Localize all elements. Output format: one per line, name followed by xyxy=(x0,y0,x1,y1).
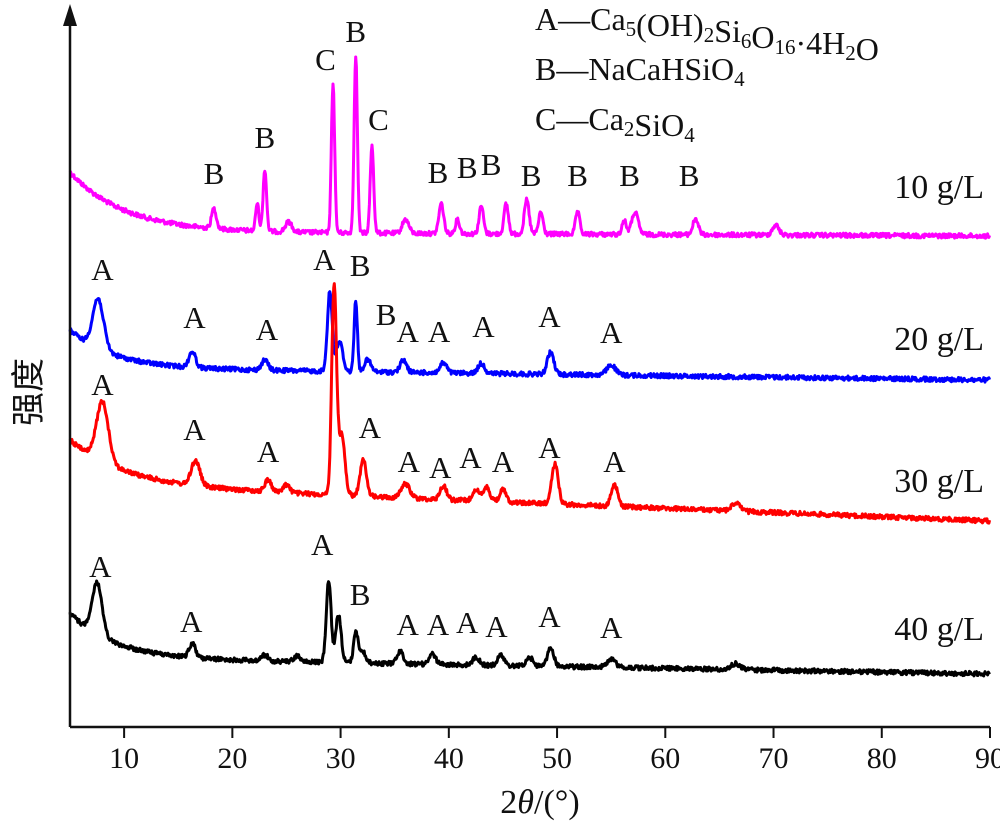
x-tick-label: 60 xyxy=(650,742,680,775)
series-labels: 10 g/L 20 g/L 30 g/L 40 g/L xyxy=(894,169,984,648)
series-line xyxy=(68,579,991,678)
peak-label: A xyxy=(89,549,112,584)
peak-label: A xyxy=(396,314,419,349)
peak-label: A xyxy=(472,309,495,344)
x-tick-label: 10 xyxy=(109,742,139,775)
peak-label: A xyxy=(538,430,561,465)
series-label: 20 g/L xyxy=(894,321,984,358)
series-line xyxy=(68,55,992,240)
peak-label: A xyxy=(456,605,479,640)
peak-label: A xyxy=(91,252,114,287)
peak-label: C xyxy=(368,102,389,137)
series-label: 10 g/L xyxy=(894,169,984,206)
peak-label: A xyxy=(538,299,561,334)
peak-label: C xyxy=(315,42,336,77)
peak-label: A xyxy=(538,599,561,634)
x-tick-label: 90 xyxy=(975,742,1000,775)
series-line xyxy=(68,282,992,525)
x-tick-label: 80 xyxy=(867,742,897,775)
peak-label: B xyxy=(376,297,397,332)
series-label: 30 g/L xyxy=(894,463,984,500)
peak-label: A xyxy=(257,434,280,469)
peak-label: A xyxy=(603,444,626,479)
peak-label: A xyxy=(429,450,452,485)
x-axis-title: 2θ/(°) xyxy=(500,784,579,821)
x-tick-label: 70 xyxy=(759,742,789,775)
peak-label: B xyxy=(428,155,449,190)
peak-label: A xyxy=(398,444,421,479)
peak-label: A xyxy=(256,312,279,347)
series-label: 40 g/L xyxy=(894,611,984,648)
peak-label: A xyxy=(428,314,451,349)
y-axis-arrow xyxy=(63,4,77,26)
x-tick-label: 20 xyxy=(217,742,247,775)
peak-label: A xyxy=(485,609,508,644)
series-line xyxy=(68,290,992,384)
peak-label: A xyxy=(396,607,419,642)
legend-entry: B—NaCaHSiO4 xyxy=(535,51,745,91)
peak-label: B xyxy=(350,248,371,283)
x-tick-label: 40 xyxy=(434,742,464,775)
peak-label: A xyxy=(183,300,206,335)
peak-label: B xyxy=(254,120,275,155)
peak-label: B xyxy=(521,158,542,193)
x-tick-label: 50 xyxy=(542,742,572,775)
peak-label: A xyxy=(459,440,482,475)
peak-label: A xyxy=(600,610,623,645)
legend-entry: C—Ca2SiO4 xyxy=(535,101,695,147)
y-axis-title: 强度 xyxy=(10,358,48,426)
peak-label: B xyxy=(619,158,640,193)
peak-label: A xyxy=(492,444,515,479)
x-ticks: 10 20 30 40 50 60 70 80 90 xyxy=(109,727,1000,775)
peak-label: B xyxy=(204,156,225,191)
peak-label: B xyxy=(350,577,371,612)
peak-label: A xyxy=(311,527,334,562)
peak-label: A xyxy=(359,410,382,445)
peak-label: B xyxy=(457,150,478,185)
peak-label: A xyxy=(427,607,450,642)
peak-label: A xyxy=(313,242,336,277)
peak-label: B xyxy=(567,158,588,193)
axes xyxy=(63,4,990,729)
peak-label: A xyxy=(600,315,623,350)
peak-label: A xyxy=(91,367,114,402)
series-lines xyxy=(68,55,992,678)
x-tick-label: 30 xyxy=(326,742,356,775)
peak-label: B xyxy=(481,147,502,182)
peak-label: A xyxy=(180,604,203,639)
peak-label: B xyxy=(345,14,366,49)
legend-entry: A—Ca5(OH)2Si6O16·4H2O xyxy=(535,1,879,67)
peak-label: A xyxy=(183,412,206,447)
peak-label: B xyxy=(679,158,700,193)
